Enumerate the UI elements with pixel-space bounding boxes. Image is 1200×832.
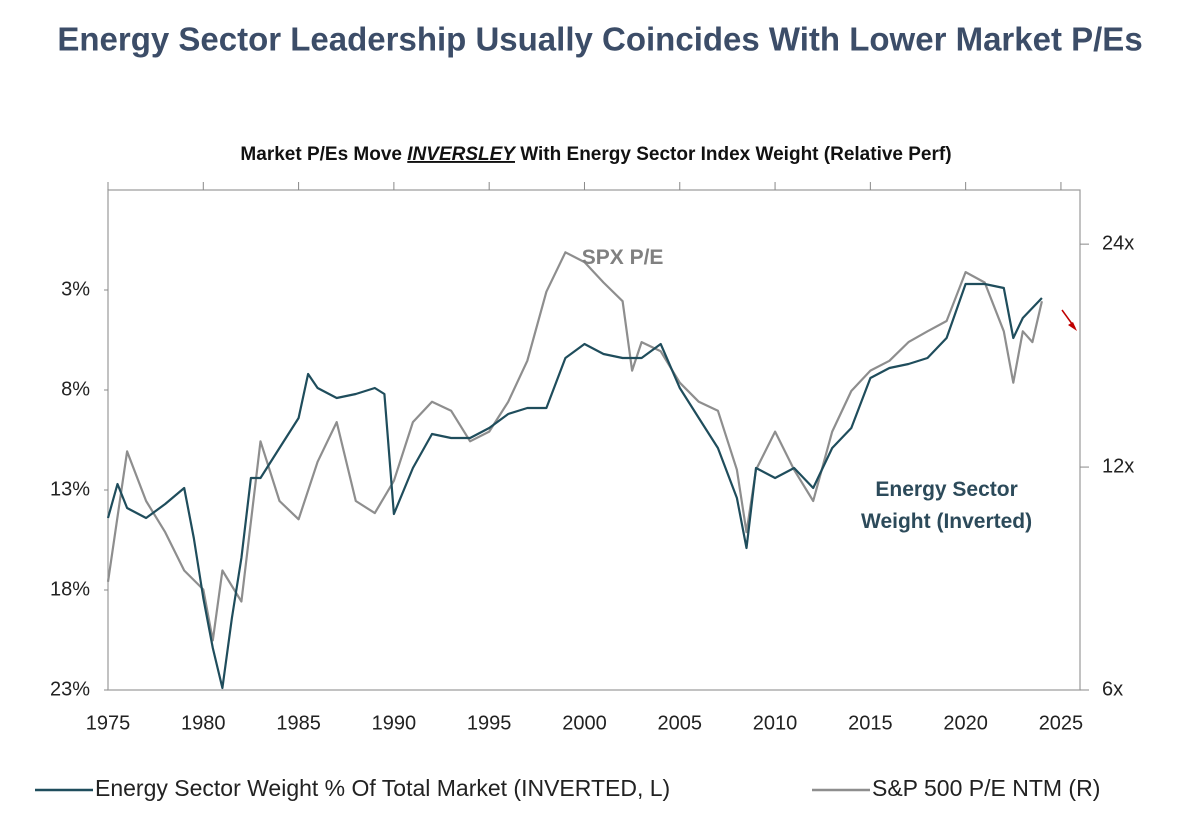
arrow-head [1068,322,1077,331]
y-tick-label: 8% [61,378,90,400]
annotation-line: Energy Sector [875,478,1017,501]
subtitle-part: Market P/Es Move [240,144,402,165]
y-tick-label: 23% [50,678,90,700]
x-tick-label: 1980 [181,712,226,734]
annotation: SPX P/E [582,245,664,268]
x-tick-label: 2005 [658,712,703,734]
x-tick-label: 2025 [1039,712,1084,734]
legend-label: S&P 500 P/E NTM (R) [872,775,1100,801]
series-line [106,282,1043,690]
y2-tick-label: 12x [1102,455,1134,477]
y-tick-label: 18% [50,578,90,600]
x-tick-label: 2000 [562,712,607,734]
annotation-line: Weight (Inverted) [861,510,1032,533]
x-tick-label: 1985 [276,712,321,734]
annotation: Energy Sector Weight (Inverted) [861,478,1032,533]
y-tick-label: 3% [61,278,90,300]
annotation-line: SPX P/E [582,245,664,268]
series-line [106,251,1043,642]
chart-title: Energy Sector Leadership Usually Coincid… [57,21,1142,58]
x-tick-label: 2015 [848,712,893,734]
subtitle-part: With Energy Sector Index Weight (Relativ… [520,144,951,165]
x-tick-label: 1990 [372,712,417,734]
y2-tick-label: 6x [1102,678,1123,700]
y2-tick-label: 24x [1102,232,1134,254]
chart-subtitle: Market P/Es Move INVERSLEY With Energy S… [240,144,951,165]
x-tick-label: 2010 [753,712,798,734]
x-tick-label: 1975 [86,712,131,734]
plot-frame [107,189,1081,691]
subtitle-emphasis: INVERSLEY [407,144,517,165]
legend-label: Energy Sector Weight % Of Total Market (… [95,775,670,801]
y-tick-label: 13% [50,478,90,500]
x-tick-label: 1995 [467,712,512,734]
x-tick-label: 2020 [943,712,988,734]
